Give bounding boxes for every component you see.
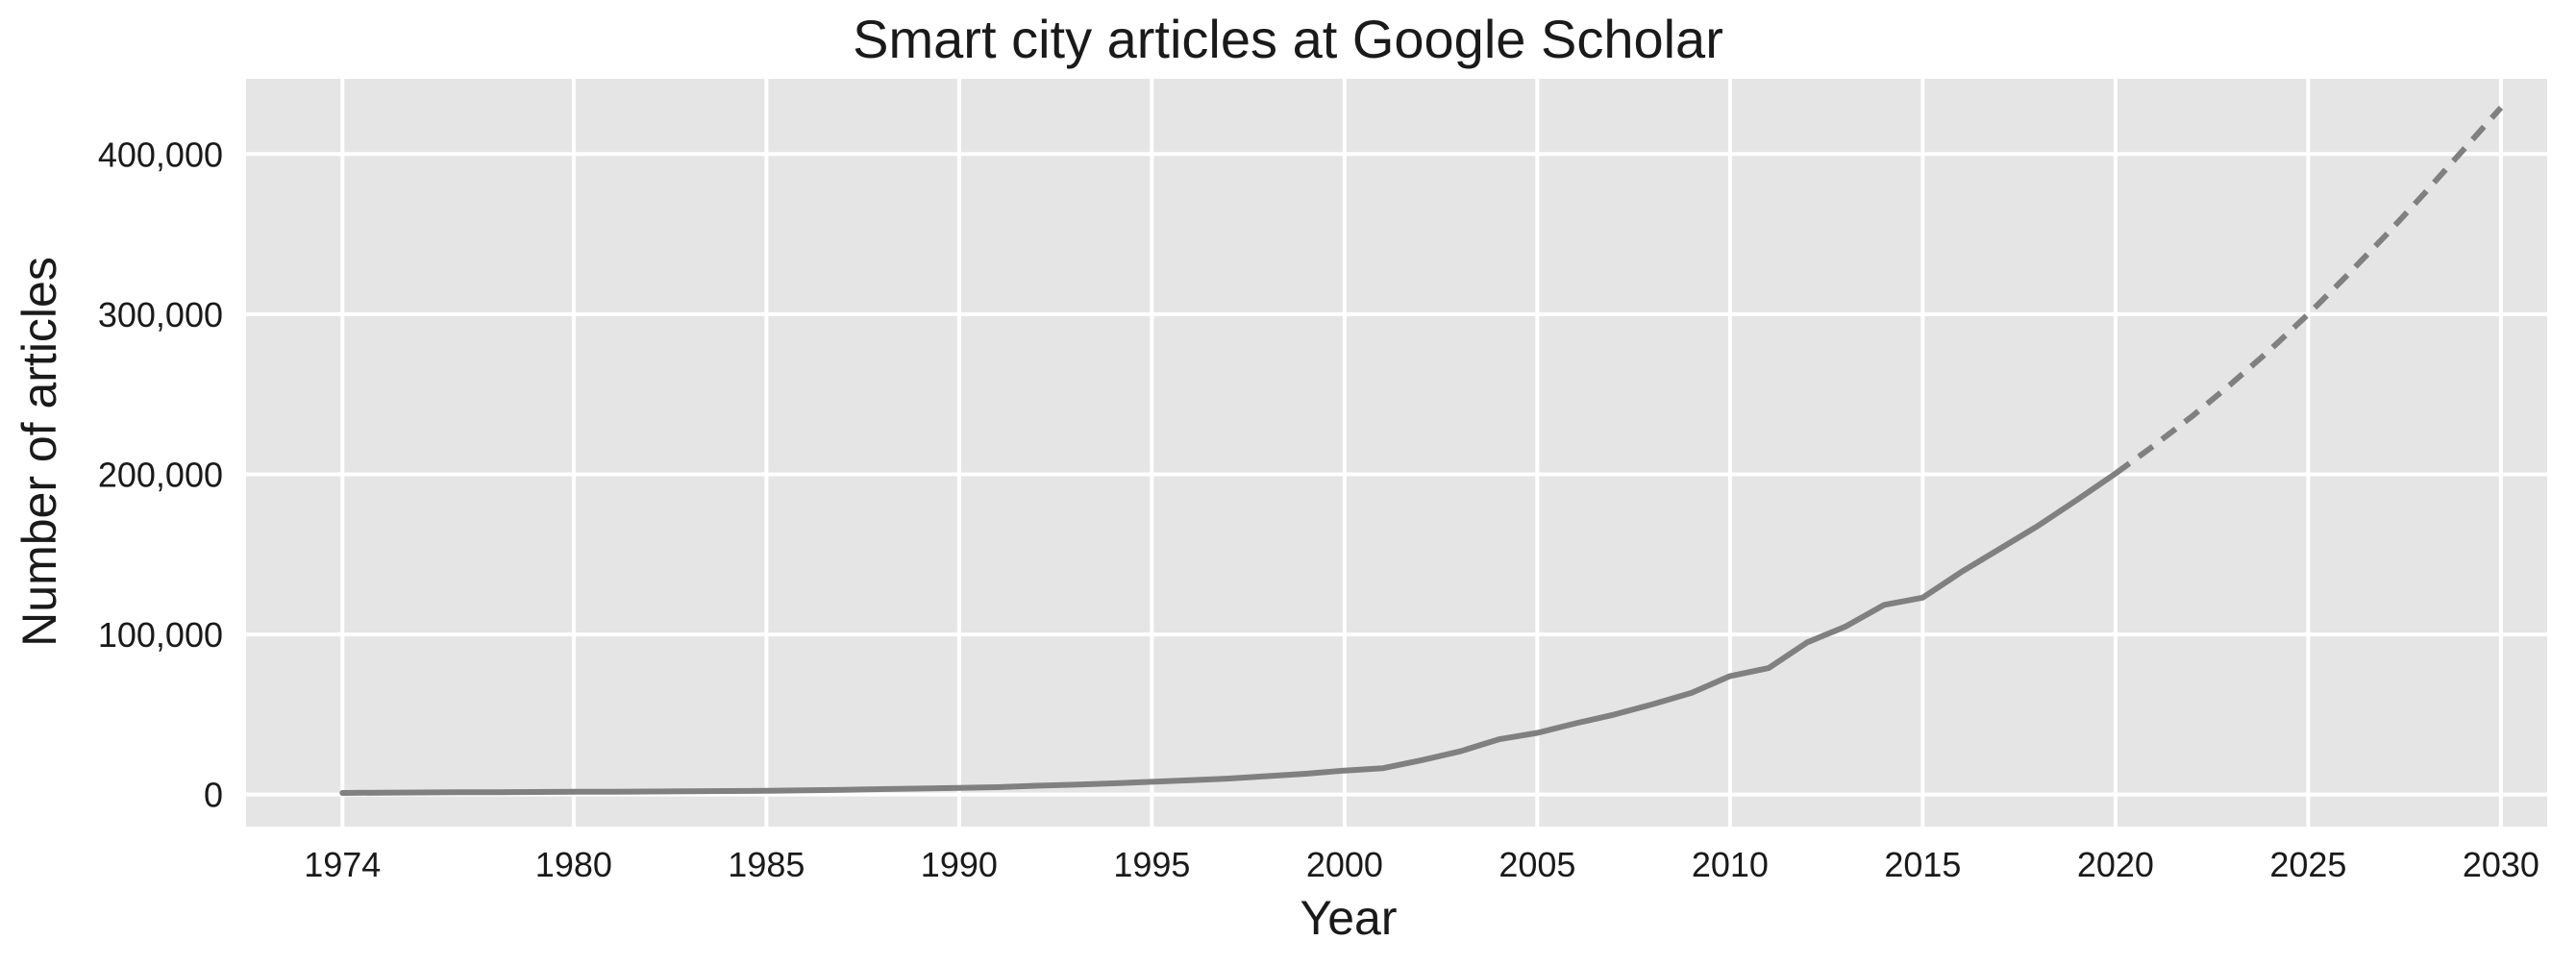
- x-tick-label: 2015: [1884, 845, 1961, 884]
- y-tick-label: 300,000: [98, 295, 223, 334]
- series-line-forecast: [2114, 106, 2504, 477]
- x-tick-label: 1995: [1113, 845, 1190, 884]
- x-tick-label: 2020: [2077, 845, 2154, 884]
- x-tick-label: 1990: [921, 845, 998, 884]
- series-lines: [339, 106, 2504, 796]
- x-tick-label: 2005: [1499, 845, 1575, 884]
- x-tick-label: 1985: [728, 845, 805, 884]
- x-tick-label: 2030: [2463, 845, 2539, 884]
- x-tick-label: 1980: [535, 845, 612, 884]
- y-tick-label: 0: [204, 776, 223, 815]
- x-tick-label: 1974: [304, 845, 381, 884]
- x-tick-label: 2000: [1306, 845, 1383, 884]
- x-tick-label: 2025: [2269, 845, 2346, 884]
- chart-title: Smart city articles at Google Scholar: [853, 9, 1723, 69]
- y-tick-label: 200,000: [98, 455, 223, 494]
- y-tick-label: 100,000: [98, 615, 223, 655]
- y-tick-label: 400,000: [98, 135, 223, 174]
- plot-background: [246, 79, 2547, 827]
- x-axis-label: Year: [1300, 891, 1397, 945]
- plot-area: [246, 79, 2547, 827]
- y-axis-label: Number of articles: [12, 257, 66, 647]
- series-line-observed: [339, 470, 2118, 796]
- axis-ticks: 1974 1980 1985 1990 1995 2000 2005 2010 2015 2020…: [98, 135, 2539, 884]
- x-tick-label: 2010: [1692, 845, 1769, 884]
